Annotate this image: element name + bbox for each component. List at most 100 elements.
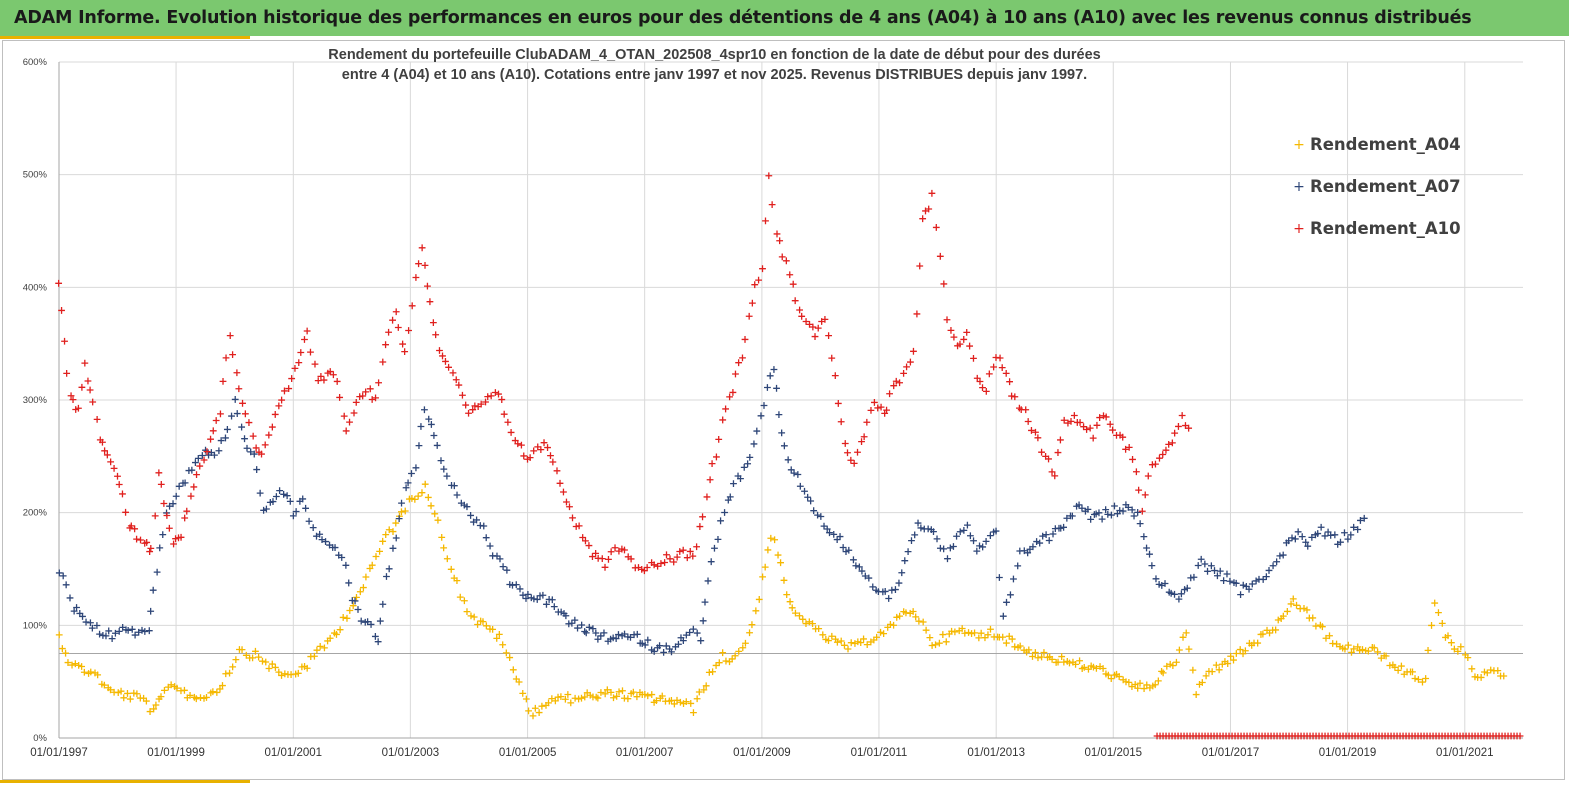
point-rendement-a10 [449, 369, 457, 377]
point-rendement-a04 [418, 489, 426, 497]
point-rendement-a04 [385, 526, 393, 534]
point-rendement-a10 [93, 415, 101, 423]
point-rendement-a07 [112, 629, 119, 637]
point-rendement-a10 [81, 359, 89, 367]
point-rendement-a07 [1298, 533, 1306, 540]
point-rendement-a10 [729, 389, 737, 396]
point-rendement-a04 [1040, 649, 1048, 656]
point-rendement-a07 [533, 596, 541, 603]
point-rendement-a07 [496, 555, 504, 563]
point-rendement-a07 [172, 492, 180, 500]
point-rendement-a07 [1350, 523, 1358, 531]
point-rendement-a04 [80, 668, 88, 676]
point-rendement-a04 [499, 641, 507, 649]
point-rendement-a04 [265, 665, 273, 672]
x-tick-label: 01/01/2009 [733, 747, 791, 759]
point-rendement-a10 [643, 564, 651, 571]
point-rendement-a10 [385, 328, 392, 336]
point-rendement-a07 [615, 631, 622, 638]
point-rendement-a07 [1187, 574, 1195, 582]
y-tick-label: 200% [23, 508, 48, 519]
point-rendement-a04 [1364, 647, 1372, 655]
point-rendement-a10 [916, 262, 924, 270]
point-rendement-a04 [173, 684, 181, 692]
point-rendement-a10 [765, 172, 773, 180]
point-rendement-a07 [911, 531, 919, 539]
point-rendement-a10 [798, 312, 806, 320]
point-rendement-a10 [190, 483, 198, 491]
point-rendement-a10 [137, 536, 144, 544]
point-rendement-a04 [1008, 635, 1016, 643]
point-rendement-a07 [354, 606, 362, 613]
point-rendement-a04 [1477, 674, 1485, 681]
point-rendement-a07 [633, 630, 641, 638]
point-rendement-a04 [1457, 643, 1465, 651]
point-rendement-a10 [1125, 443, 1133, 451]
point-rendement-a04 [759, 573, 766, 581]
point-rendement-a04 [1450, 645, 1458, 653]
point-rendement-a10 [429, 319, 437, 326]
point-rendement-a07 [443, 472, 451, 480]
point-rendement-a07 [463, 503, 471, 511]
point-rendement-a07 [256, 489, 264, 497]
point-rendement-a07 [858, 567, 866, 575]
point-rendement-a04 [581, 693, 589, 701]
point-rendement-a07 [627, 633, 634, 641]
point-rendement-a10 [303, 327, 311, 335]
point-rendement-a04 [958, 625, 966, 632]
point-rendement-a04 [1431, 599, 1439, 607]
point-rendement-a10 [288, 375, 296, 382]
point-rendement-a04 [447, 565, 455, 573]
point-rendement-a04 [1391, 663, 1399, 671]
point-rendement-a04 [161, 686, 168, 694]
point-rendement-a07 [1102, 506, 1110, 514]
point-rendement-a04 [746, 629, 753, 637]
point-rendement-a04 [1409, 668, 1416, 676]
point-rendement-a07 [280, 490, 288, 498]
point-rendement-a07 [689, 625, 697, 633]
point-rendement-a10 [1144, 472, 1152, 480]
point-rendement-a04 [1080, 663, 1088, 671]
point-rendement-a04 [693, 695, 701, 703]
point-rendement-a07 [1321, 532, 1329, 540]
x-tick-label: 01/01/1999 [147, 747, 205, 759]
point-rendement-a04 [1293, 601, 1300, 609]
point-rendement-a10 [1008, 392, 1015, 400]
point-rendement-a07 [404, 479, 412, 487]
point-rendement-a04 [333, 631, 340, 638]
point-rendement-a07 [1197, 555, 1205, 563]
y-tick-label: 400% [23, 282, 48, 293]
point-rendement-a04 [259, 657, 266, 665]
point-rendement-a10 [278, 396, 286, 404]
legend-marker-icon: + [1293, 136, 1305, 153]
point-rendement-a10 [1168, 439, 1176, 447]
point-rendement-a04 [401, 507, 409, 515]
point-rendement-a10 [86, 386, 94, 394]
point-rendement-a04 [629, 688, 637, 696]
point-rendement-a10 [796, 306, 804, 314]
point-rendement-a04 [522, 695, 530, 703]
point-rendement-a07 [427, 421, 435, 428]
point-rendement-a07 [124, 627, 132, 634]
point-rendement-a04 [1198, 679, 1206, 686]
point-rendement-a10 [947, 326, 955, 334]
point-rendement-a04 [120, 694, 128, 702]
point-rendement-a10 [786, 271, 794, 279]
point-rendement-a04 [1179, 633, 1187, 641]
point-rendement-a10 [722, 405, 730, 413]
point-rendement-a04 [1254, 639, 1262, 647]
point-rendement-a10 [1011, 393, 1019, 401]
point-rendement-a10 [831, 372, 839, 380]
point-rendement-a04 [1125, 678, 1133, 686]
point-rendement-a07 [1119, 507, 1127, 515]
point-rendement-a04 [610, 694, 617, 702]
point-rendement-a04 [502, 649, 510, 657]
point-rendement-a10 [569, 514, 576, 522]
point-rendement-a04 [1394, 666, 1402, 674]
point-rendement-a04 [1115, 673, 1123, 680]
point-rendement-a07 [914, 519, 922, 527]
point-rendement-a04 [1350, 645, 1358, 653]
point-rendement-a04 [1419, 678, 1426, 686]
point-rendement-a04 [1487, 666, 1495, 674]
point-rendement-a10 [605, 555, 612, 563]
